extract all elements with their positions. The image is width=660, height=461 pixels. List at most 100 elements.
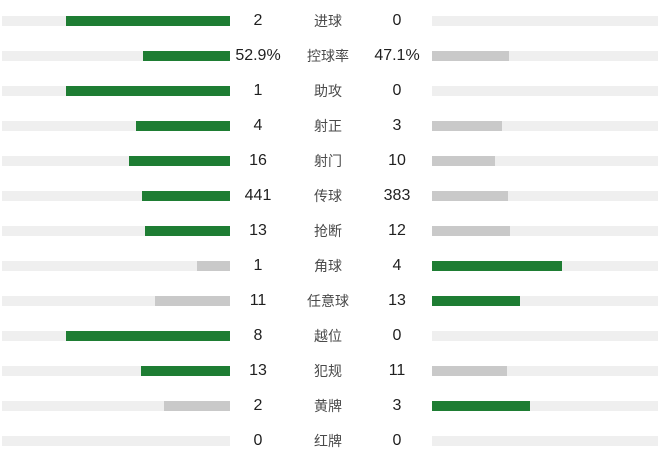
stat-label: 抢断 [314,222,342,239]
right-bar [432,295,521,306]
right-bar-track [432,330,658,341]
left-bar [164,400,230,411]
left-value: 0 [253,431,263,449]
left-bar-track [2,225,230,236]
right-value: 13 [388,291,406,309]
stat-label: 传球 [314,187,342,204]
left-value: 1 [253,256,263,274]
left-value: 1 [253,81,263,99]
right-bar-track [432,85,658,96]
left-bar-track [2,50,230,61]
stat-label: 任意球 [307,292,349,309]
stat-label: 黄牌 [314,397,342,414]
right-value: 0 [392,81,402,99]
stat-label: 射门 [314,152,342,169]
right-value: 47.1% [374,46,420,64]
right-value: 11 [388,361,406,379]
stat-row: 13 犯规 11 [0,354,660,388]
stat-row: 1 助攻 0 [0,74,660,108]
right-bar [432,400,530,411]
stat-label: 射正 [314,117,342,134]
left-bar [197,260,230,271]
left-value: 2 [253,396,263,414]
stat-label: 进球 [314,12,342,29]
right-value: 12 [388,221,406,239]
stat-row: 2 进球 0 [0,4,660,38]
left-bar-track [2,120,230,131]
left-bar-track [2,295,230,306]
left-bar-track [2,435,230,446]
right-bar [432,155,495,166]
right-bar-track [432,435,658,446]
right-bar-track [432,155,658,166]
left-bar [144,225,230,236]
stat-label: 控球率 [307,47,349,64]
stat-row: 2 黄牌 3 [0,389,660,423]
left-bar-track [2,15,230,26]
stat-row: 1 角球 4 [0,249,660,283]
left-bar-track [2,400,230,411]
left-bar [128,155,230,166]
stat-row: 441 传球 383 [0,179,660,213]
stat-row: 16 射门 10 [0,144,660,178]
stat-label: 红牌 [314,432,342,449]
right-bar [432,365,507,376]
right-value: 0 [392,11,402,29]
left-bar-track [2,365,230,376]
right-bar [432,225,511,236]
right-bar-track [432,260,658,271]
right-value: 10 [388,151,406,169]
left-value: 11 [249,291,267,309]
stat-label: 助攻 [314,82,342,99]
right-bar [432,190,508,201]
stat-row: 13 抢断 12 [0,214,660,248]
left-value: 8 [253,326,263,344]
stat-label: 角球 [314,257,342,274]
left-bar [141,365,230,376]
left-bar [142,190,230,201]
stat-row: 11 任意球 13 [0,284,660,318]
right-value: 3 [392,396,402,414]
left-bar [143,50,230,61]
stat-row: 0 红牌 0 [0,424,660,458]
right-bar-track [432,190,658,201]
stat-label: 犯规 [314,362,342,379]
left-bar [65,15,230,26]
left-value: 2 [253,11,263,29]
stat-row: 4 射正 3 [0,109,660,143]
left-bar-track [2,155,230,166]
right-bar-track [432,50,658,61]
left-bar-track [2,330,230,341]
left-value: 13 [249,221,267,239]
left-bar [65,330,230,341]
right-bar-track [432,15,658,26]
right-value: 4 [392,256,402,274]
left-bar-track [2,85,230,96]
left-value: 52.9% [235,46,281,64]
right-bar-track [432,120,658,131]
right-bar [432,260,563,271]
stat-row: 52.9% 控球率 47.1% [0,39,660,73]
right-bar [432,50,509,61]
right-value: 0 [392,326,402,344]
right-bar [432,120,502,131]
right-value: 383 [383,186,411,204]
stat-label: 越位 [314,327,342,344]
right-value: 3 [392,116,402,134]
left-bar-track [2,260,230,271]
left-value: 441 [244,186,272,204]
right-bar-track [432,225,658,236]
right-bar-track [432,400,658,411]
left-bar [65,85,230,96]
left-value: 13 [249,361,267,379]
right-bar-track [432,295,658,306]
left-value: 4 [253,116,263,134]
stat-row: 8 越位 0 [0,319,660,353]
right-value: 0 [392,431,402,449]
left-bar-track [2,190,230,201]
left-value: 16 [249,151,267,169]
left-bar [154,295,230,306]
right-bar-track [432,365,658,376]
left-bar [136,120,230,131]
